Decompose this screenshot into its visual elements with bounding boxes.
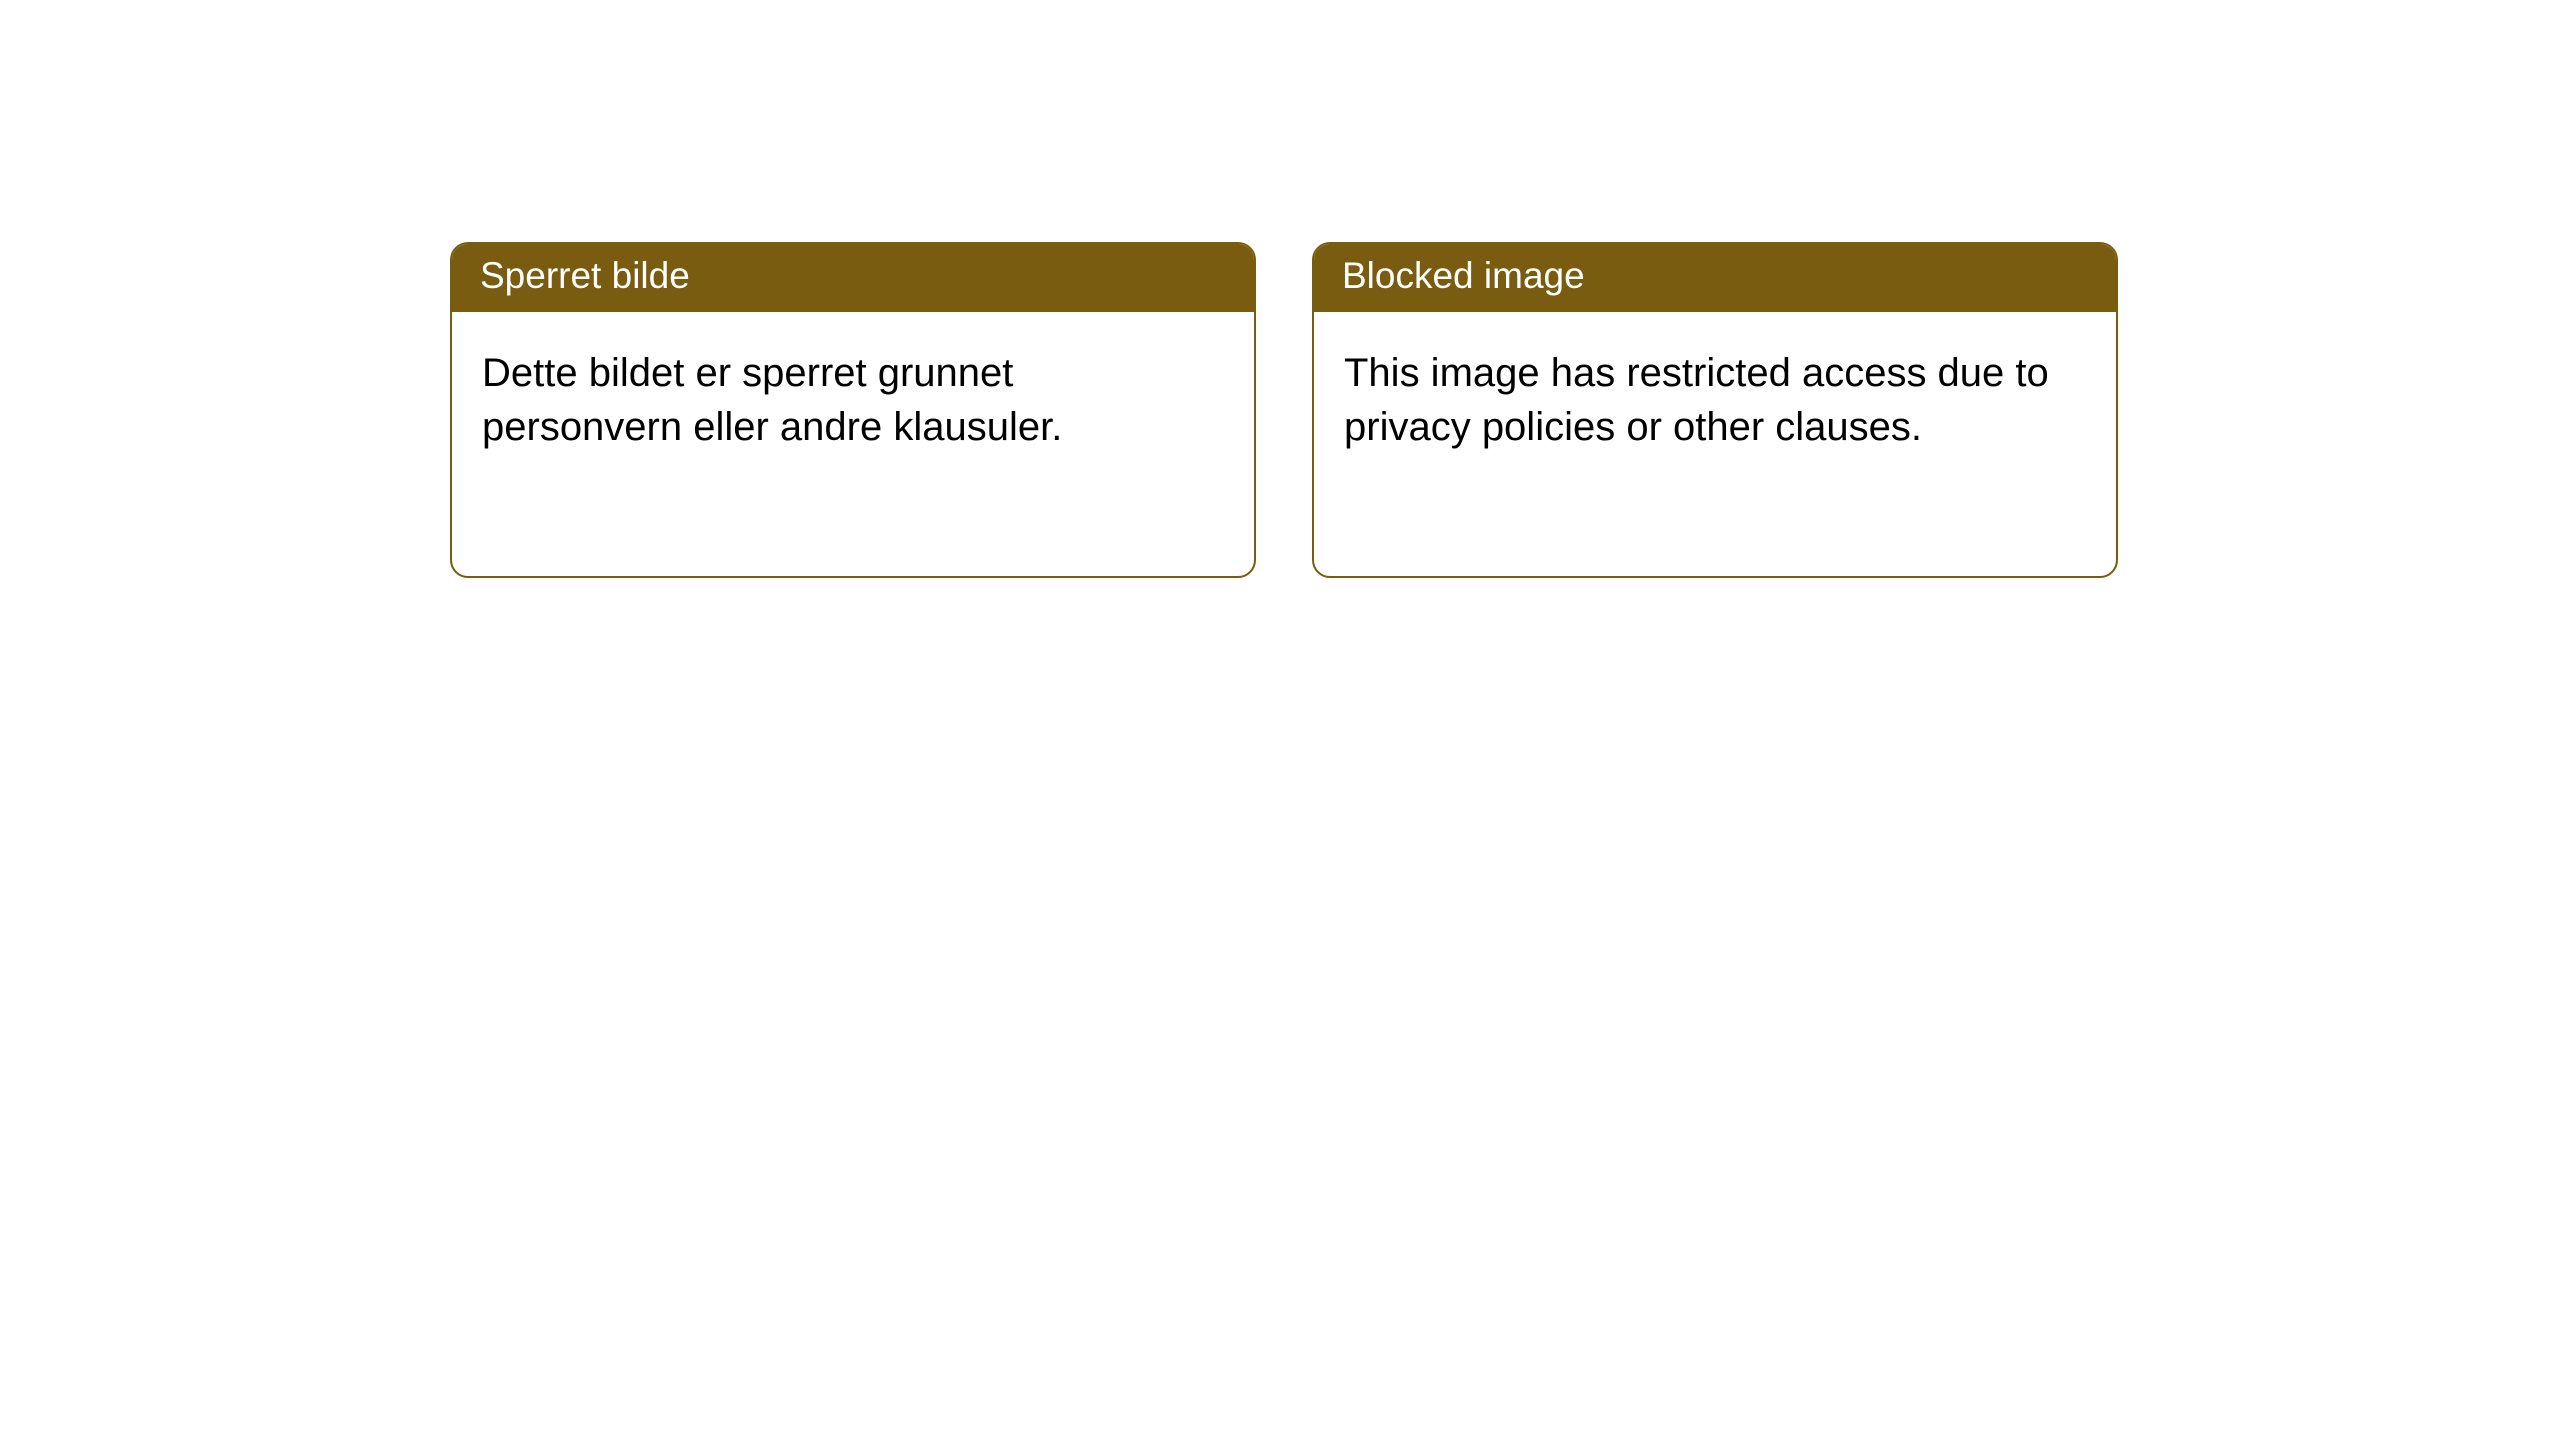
notice-container: Sperret bilde Dette bildet er sperret gr… <box>0 0 2560 578</box>
notice-header: Blocked image <box>1314 244 2116 312</box>
notice-body: Dette bildet er sperret grunnet personve… <box>452 312 1254 488</box>
notice-header: Sperret bilde <box>452 244 1254 312</box>
notice-card-norwegian: Sperret bilde Dette bildet er sperret gr… <box>450 242 1256 578</box>
notice-card-english: Blocked image This image has restricted … <box>1312 242 2118 578</box>
notice-body: This image has restricted access due to … <box>1314 312 2116 488</box>
